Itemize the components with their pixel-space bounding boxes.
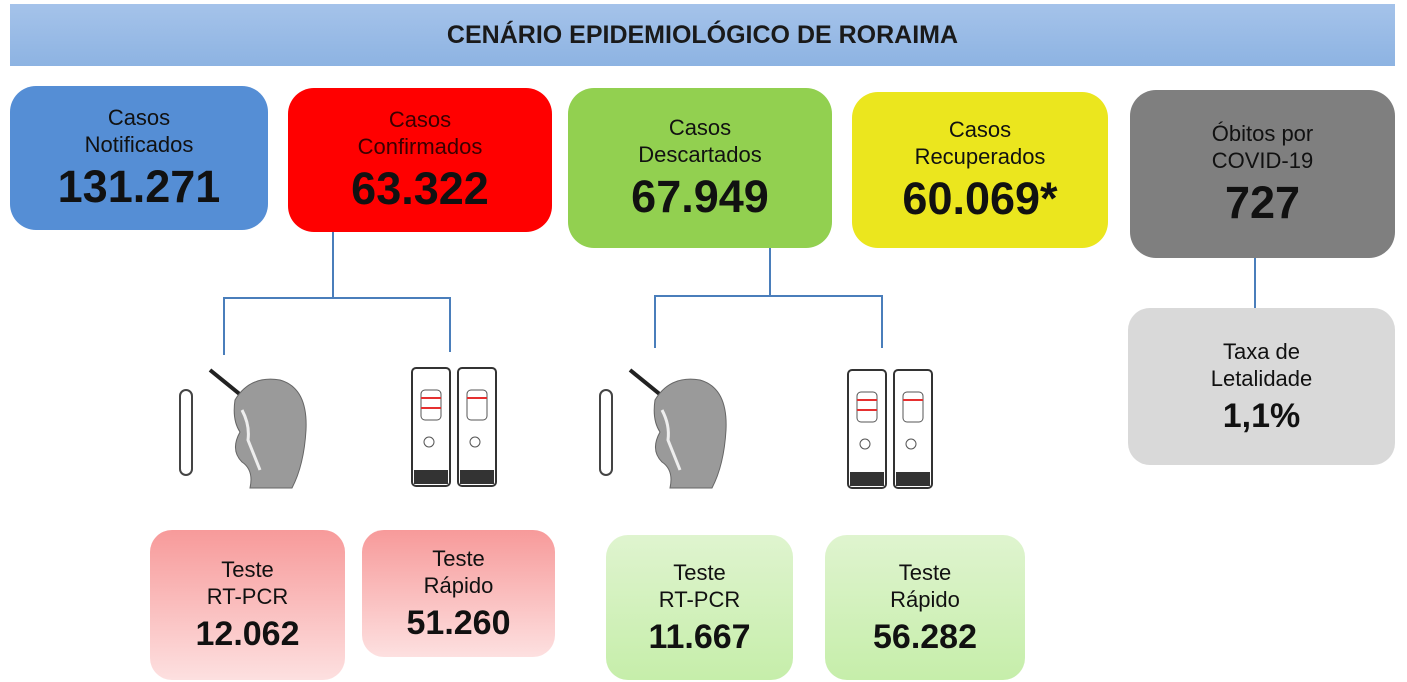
label-line: Notificados (84, 132, 194, 157)
connector (223, 297, 451, 355)
card-label: Teste Rápido (890, 559, 960, 613)
label-line: Teste (432, 545, 485, 571)
label-line: Teste (673, 559, 726, 585)
stat-card: Óbitos por COVID-19 727 (1130, 90, 1395, 258)
card-value: 12.062 (195, 615, 300, 653)
card-label: Taxa de Letalidade (1211, 338, 1313, 392)
label-line: Descartados (638, 142, 762, 167)
stat-card: Teste RT-PCR 12.062 (150, 530, 345, 680)
label-line: Rápido (423, 572, 494, 598)
stat-card: Casos Notificados 131.271 (10, 86, 268, 230)
stat-card: Teste Rápido 56.282 (825, 535, 1025, 680)
label-line: Teste (221, 557, 274, 582)
card-value: 51.260 (406, 603, 511, 642)
stat-card: Teste RT-PCR 11.667 (606, 535, 793, 680)
connector (654, 295, 883, 348)
stat-card: Taxa de Letalidade 1,1% (1128, 308, 1395, 465)
card-label: Teste RT-PCR (659, 559, 741, 613)
card-label: Casos Notificados (85, 104, 194, 158)
stat-card: Casos Descartados 67.949 (568, 88, 832, 248)
card-value: 11.667 (648, 617, 751, 656)
label-line: Casos (948, 117, 1012, 142)
stat-card: Casos Confirmados 63.322 (288, 88, 552, 232)
label-line: Casos (668, 115, 732, 140)
label-line: Confirmados (357, 134, 483, 159)
label-line: RT-PCR (658, 586, 741, 612)
label-line: Taxa de (1222, 338, 1301, 364)
label-line: Casos (107, 105, 171, 130)
card-value: 60.069* (902, 173, 1058, 224)
test-kit-icon (411, 367, 497, 487)
swab-icon (598, 368, 729, 490)
card-value: 63.322 (351, 163, 489, 214)
label-line: Óbitos por (1211, 121, 1314, 146)
header-bar: CENÁRIO EPIDEMIOLÓGICO DE RORAIMA (10, 4, 1395, 66)
card-value: 67.949 (631, 171, 769, 222)
header-title: CENÁRIO EPIDEMIOLÓGICO DE RORAIMA (446, 20, 959, 49)
label-line: Rápido (890, 586, 960, 612)
card-label: Teste Rápido (424, 545, 494, 599)
label-line: Teste (898, 559, 952, 585)
stat-card: Casos Recuperados 60.069* (852, 92, 1108, 248)
card-value: 727 (1224, 177, 1301, 228)
card-value: 1,1% (1222, 396, 1301, 435)
test-kit-icon (847, 369, 933, 489)
label-line: Casos (388, 107, 452, 132)
label-line: RT-PCR (206, 584, 289, 609)
label-line: COVID-19 (1211, 148, 1314, 173)
stat-card: Teste Rápido 51.260 (362, 530, 555, 657)
label-line: Letalidade (1210, 365, 1313, 391)
card-label: Casos Recuperados (915, 116, 1046, 170)
card-label: Teste RT-PCR (207, 556, 289, 610)
card-label: Casos Confirmados (358, 106, 483, 160)
card-label: Casos Descartados (638, 114, 762, 168)
connectors (223, 232, 1256, 355)
card-value: 131.271 (57, 161, 221, 212)
card-label: Óbitos por COVID-19 (1212, 120, 1314, 174)
card-value: 56.282 (873, 617, 977, 656)
swab-icon (178, 368, 309, 490)
label-line: Recuperados (914, 144, 1046, 169)
